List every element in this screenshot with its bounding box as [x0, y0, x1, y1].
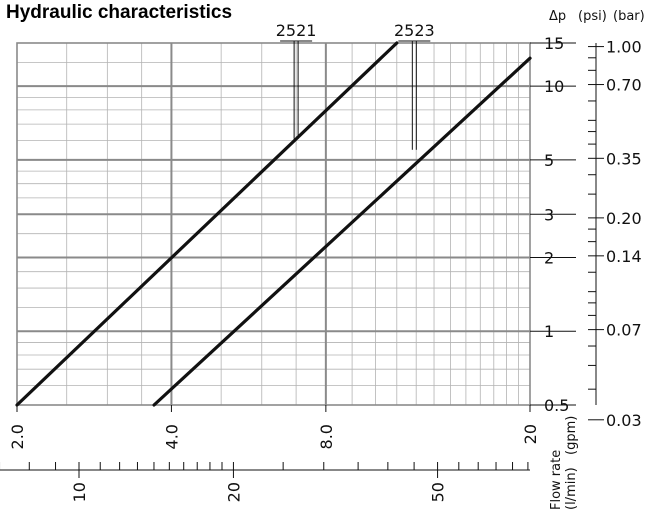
- plot-grid: [16, 42, 531, 406]
- y-axis-label: Δp: [549, 9, 566, 24]
- y-axis-unit-psi: (psi): [578, 9, 607, 24]
- bar-tick-label: 0.07: [606, 321, 642, 340]
- lmin-tick-label: 10: [70, 482, 89, 502]
- x-axis-unit-gpm: (gpm): [564, 416, 579, 455]
- right-axis: 0.5 1 2 3 5 10 15 0.03 0.07 0.14 0.20 0.35 0.70 1.00: [530, 34, 642, 430]
- series-layer: [15, 41, 532, 407]
- psi-tick-label: 15: [544, 34, 564, 53]
- psi-tick-label: 3: [544, 205, 554, 224]
- gpm-tick-label: 20: [521, 424, 540, 444]
- psi-tick-label: 2: [544, 248, 554, 267]
- bar-tick-label: 0.20: [606, 209, 642, 228]
- psi-tick-label: 1: [544, 322, 554, 341]
- x-axis-unit-lmin: (l/min): [564, 467, 579, 510]
- series-label-2523: 2523: [394, 21, 435, 40]
- bottom-axis: 2.0 4.0 8.0 20 10 20 50 Flow rate (l/min) (gpm): [0, 405, 579, 510]
- gpm-tick-label: 8.0: [317, 424, 336, 449]
- series-line-2521: [15, 41, 399, 407]
- psi-tick-label: 10: [544, 77, 564, 96]
- psi-tick-label: 0.5: [544, 396, 569, 415]
- bar-tick-label: 0.35: [606, 149, 642, 168]
- bar-tick-label: 0.03: [606, 411, 642, 430]
- series-label-layer: 2521 2523: [276, 21, 435, 150]
- psi-tick-label: 5: [544, 151, 554, 170]
- bar-tick-label: 0.14: [606, 247, 642, 266]
- x-axis-label: Flow rate: [549, 450, 564, 510]
- y-axis-header: Δp (psi) (bar): [549, 9, 645, 24]
- gpm-tick-label: 4.0: [162, 424, 181, 449]
- plot-frame: [16, 42, 531, 406]
- chart-title: Hydraulic characteristics: [6, 2, 232, 23]
- lmin-tick-label: 50: [429, 482, 448, 502]
- lmin-tick-label: 20: [224, 482, 243, 502]
- y-axis-unit-bar: (bar): [613, 9, 645, 24]
- series-label-2521: 2521: [276, 21, 317, 40]
- bar-tick-label: 0.70: [606, 76, 642, 95]
- gpm-tick-label: 2.0: [8, 424, 27, 449]
- bar-tick-label: 1.00: [606, 38, 642, 57]
- series-line-2523: [152, 56, 532, 407]
